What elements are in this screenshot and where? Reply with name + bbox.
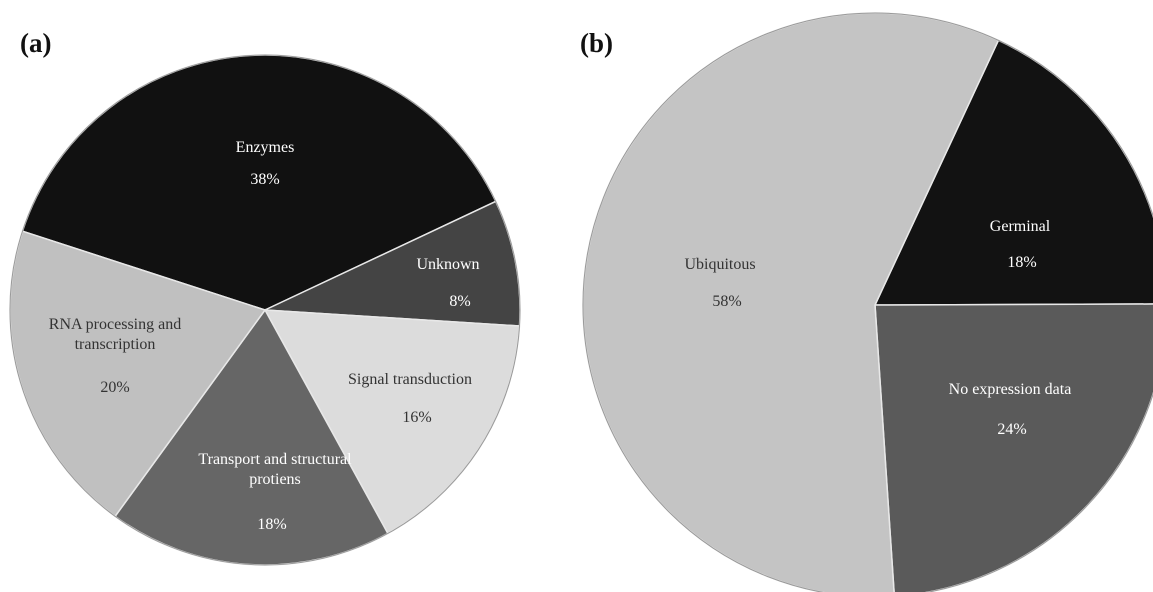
pie-outline [582, 12, 1153, 592]
slice-label: Enzymes [235, 139, 295, 156]
slice-value-label: 20% [100, 379, 130, 396]
panel-label: (b) [580, 28, 613, 58]
pie-slice [874, 303, 1153, 592]
slice-value-label: 18% [1007, 254, 1037, 271]
panel-label: (a) [20, 28, 52, 58]
slice-value-label: 58% [712, 293, 742, 310]
slice-label: Transport and structural protiens [198, 451, 352, 488]
slice-label: Germinal [989, 218, 1051, 235]
slice-label: Unknown [416, 256, 480, 273]
slice-label: Ubiquitous [684, 256, 756, 273]
slice-label: No expression data [948, 381, 1072, 398]
pie-outline [9, 54, 521, 566]
slice-label: RNA processing and transcription [48, 316, 182, 353]
slice-label: Signal transduction [348, 371, 472, 388]
slice-value-label: 38% [250, 171, 280, 188]
slice-value-label: 24% [997, 421, 1027, 438]
slice-value-label: 8% [449, 293, 471, 310]
slice-value-label: 16% [402, 409, 432, 426]
slice-value-label: 18% [257, 516, 287, 533]
